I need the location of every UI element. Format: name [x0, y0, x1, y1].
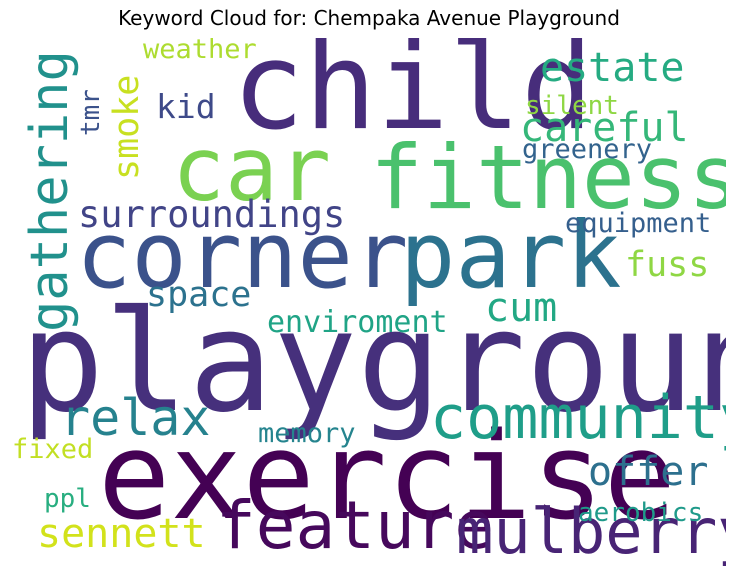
word-gathering: gathering: [20, 50, 80, 332]
word-feature: feature: [216, 487, 495, 564]
word-playground: playground: [20, 281, 726, 444]
word-offer: offer: [588, 449, 709, 495]
word-memory: memory: [258, 418, 356, 449]
word-weather: weather: [143, 38, 257, 65]
word-mulberry: mulberry: [456, 495, 726, 568]
word-tmr: tmr: [76, 89, 106, 136]
word-sennett: sennett: [37, 511, 206, 557]
word-careful: careful: [520, 105, 689, 151]
word-space: space: [146, 275, 252, 315]
word-car: car: [172, 118, 331, 221]
word-enviroment: enviroment: [267, 305, 448, 340]
word-park: park: [400, 202, 622, 309]
word-child: child: [232, 38, 594, 157]
word-fitness: fitness: [370, 126, 726, 229]
word-cloud: playground child exercise corner park fi…: [10, 38, 726, 578]
word-equipment: equipment: [565, 208, 712, 239]
word-ppl: ppl: [44, 484, 91, 514]
word-surroundings: surroundings: [78, 193, 346, 236]
word-exercise: exercise: [98, 408, 676, 547]
word-kid: kid: [156, 87, 216, 126]
word-estate: estate: [540, 45, 685, 91]
word-fuss: fuss: [625, 245, 710, 285]
word-community: community: [430, 383, 726, 453]
word-cum: cum: [485, 285, 558, 331]
word-greenery: greenery: [522, 134, 653, 165]
word-silent: silent: [525, 91, 619, 121]
word-smoke: smoke: [107, 74, 147, 180]
word-aerobics: aerobics: [578, 498, 704, 528]
word-fixed: fixed: [12, 434, 94, 465]
word-relax: relax: [60, 389, 211, 447]
word-corner: corner: [76, 202, 409, 309]
chart-title: Keyword Cloud for: Chempaka Avenue Playg…: [118, 6, 620, 30]
